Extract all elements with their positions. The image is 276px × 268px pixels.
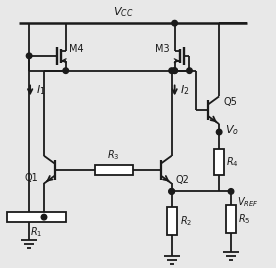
Text: $R_3$: $R_3$ — [107, 148, 120, 162]
Text: M3: M3 — [155, 44, 170, 54]
Text: $I_2$: $I_2$ — [180, 84, 189, 97]
Text: M4: M4 — [69, 44, 83, 54]
Bar — [95, 165, 132, 174]
Text: $R_5$: $R_5$ — [238, 212, 251, 226]
Text: $R_2$: $R_2$ — [180, 214, 192, 228]
Circle shape — [228, 189, 234, 194]
Circle shape — [172, 68, 177, 73]
Circle shape — [216, 129, 222, 135]
Text: $V_o$: $V_o$ — [225, 123, 239, 137]
Text: $R_4$: $R_4$ — [226, 155, 239, 169]
Circle shape — [172, 68, 177, 73]
Circle shape — [187, 68, 192, 73]
Bar — [167, 207, 177, 235]
Circle shape — [41, 214, 47, 220]
Circle shape — [169, 68, 174, 73]
Circle shape — [172, 20, 177, 26]
Circle shape — [26, 53, 32, 59]
Bar — [7, 212, 66, 222]
Text: Q1: Q1 — [24, 173, 38, 183]
Text: $I_1$: $I_1$ — [36, 84, 46, 97]
Text: Q2: Q2 — [176, 174, 190, 185]
Circle shape — [169, 189, 174, 194]
Text: $R_1$: $R_1$ — [30, 225, 43, 239]
Text: $V_{REF}$: $V_{REF}$ — [237, 195, 259, 209]
Bar — [214, 149, 224, 174]
Bar — [226, 205, 236, 233]
Text: Q5: Q5 — [223, 97, 237, 107]
Text: $V_{CC}$: $V_{CC}$ — [113, 5, 133, 19]
Circle shape — [169, 189, 174, 194]
Circle shape — [63, 68, 68, 73]
